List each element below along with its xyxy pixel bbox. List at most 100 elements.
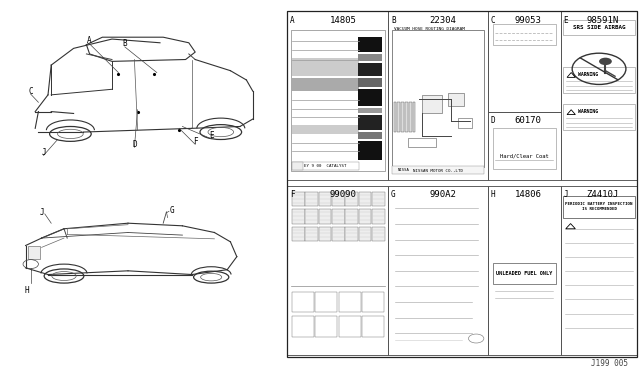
Text: 22304: 22304 [429, 16, 456, 25]
Bar [315, 316, 337, 337]
Bar [372, 192, 385, 206]
Bar [358, 209, 371, 224]
Bar [405, 102, 408, 132]
Text: 14806: 14806 [515, 190, 541, 199]
Bar [394, 102, 396, 132]
Bar [305, 192, 318, 206]
Bar [287, 11, 388, 180]
Bar [339, 292, 361, 312]
Text: 99053: 99053 [515, 16, 541, 25]
Bar [358, 37, 382, 52]
Text: B: B [122, 39, 127, 48]
Text: 60170: 60170 [515, 116, 541, 125]
Bar [397, 102, 400, 132]
Text: UNLEADED FUEL ONLY: UNLEADED FUEL ONLY [496, 271, 552, 276]
Text: J: J [39, 208, 44, 217]
Bar [409, 102, 412, 132]
Bar [408, 138, 436, 147]
Text: A: A [290, 16, 294, 25]
Bar [358, 192, 371, 206]
Bar [561, 11, 637, 180]
Bar [563, 67, 635, 93]
Text: J199 005: J199 005 [591, 359, 628, 368]
Bar [28, 246, 40, 259]
Bar [563, 104, 635, 130]
Text: 99090: 99090 [330, 190, 356, 199]
Text: J: J [41, 148, 46, 157]
Bar [319, 209, 332, 224]
Bar [488, 112, 561, 180]
Bar [358, 115, 382, 130]
Bar [401, 102, 404, 132]
Bar [345, 209, 358, 224]
Bar [413, 102, 415, 132]
Text: B: B [391, 16, 396, 25]
Bar [388, 11, 488, 180]
Bar [388, 186, 488, 355]
Text: NISSAN MOTOR CO.,LTD: NISSAN MOTOR CO.,LTD [413, 169, 463, 173]
Text: J: J [563, 190, 568, 199]
Bar [292, 162, 303, 170]
Bar [372, 227, 385, 241]
Bar [292, 227, 305, 241]
Bar [292, 292, 314, 312]
Bar [315, 292, 337, 312]
Bar [358, 132, 382, 140]
Bar [563, 196, 635, 218]
Text: F: F [290, 190, 294, 199]
Bar [305, 209, 318, 224]
Text: Hard/Clear Coat: Hard/Clear Coat [500, 154, 548, 159]
Bar [422, 95, 442, 113]
Bar [292, 78, 359, 91]
Text: E: E [209, 131, 214, 140]
Bar [332, 192, 344, 206]
Text: D: D [132, 140, 137, 149]
Bar [332, 209, 344, 224]
Bar [292, 58, 359, 76]
Text: WARNING: WARNING [578, 109, 598, 115]
Bar [358, 227, 371, 241]
Bar [392, 30, 484, 167]
Text: H: H [24, 286, 29, 295]
Bar [448, 93, 464, 106]
Text: 990A2: 990A2 [429, 190, 456, 199]
Bar [362, 292, 384, 312]
Bar [358, 89, 382, 106]
Text: WARNING: WARNING [578, 72, 598, 77]
Bar [493, 128, 556, 169]
Text: 14805: 14805 [330, 16, 356, 25]
Text: SRS SIDE AIRBAG: SRS SIDE AIRBAG [573, 25, 625, 31]
Text: NISSA: NISSA [398, 168, 410, 172]
Text: C: C [28, 87, 33, 96]
Bar [292, 316, 314, 337]
Text: 98591N: 98591N [587, 16, 619, 25]
Bar [332, 227, 344, 241]
Bar [358, 78, 382, 87]
Text: A: A [87, 36, 92, 45]
Bar [345, 192, 358, 206]
Text: Z4410J: Z4410J [587, 190, 619, 199]
Text: G: G [169, 206, 174, 215]
Bar [345, 227, 358, 241]
Bar [339, 316, 361, 337]
Text: D: D [490, 116, 495, 125]
Text: F: F [193, 137, 198, 146]
Circle shape [599, 58, 612, 65]
Bar [287, 186, 388, 355]
Bar [362, 316, 384, 337]
Bar [488, 186, 561, 355]
Text: G: G [391, 190, 396, 199]
Bar [305, 227, 318, 241]
Text: PERIODIC BATTERY INSPECTION
IS RECOMMENDED: PERIODIC BATTERY INSPECTION IS RECOMMEND… [565, 202, 633, 211]
Bar [458, 118, 472, 128]
Text: EY 9 00  CATALYST: EY 9 00 CATALYST [304, 164, 347, 168]
Bar [493, 263, 556, 284]
Bar [358, 63, 382, 76]
Bar [358, 54, 382, 61]
Bar [358, 141, 382, 160]
Text: VACUUM HOSE ROUTING DIAGRAM: VACUUM HOSE ROUTING DIAGRAM [394, 27, 465, 31]
Bar [292, 125, 359, 134]
Bar [358, 108, 382, 113]
Text: E: E [563, 16, 568, 25]
Bar [287, 11, 637, 357]
